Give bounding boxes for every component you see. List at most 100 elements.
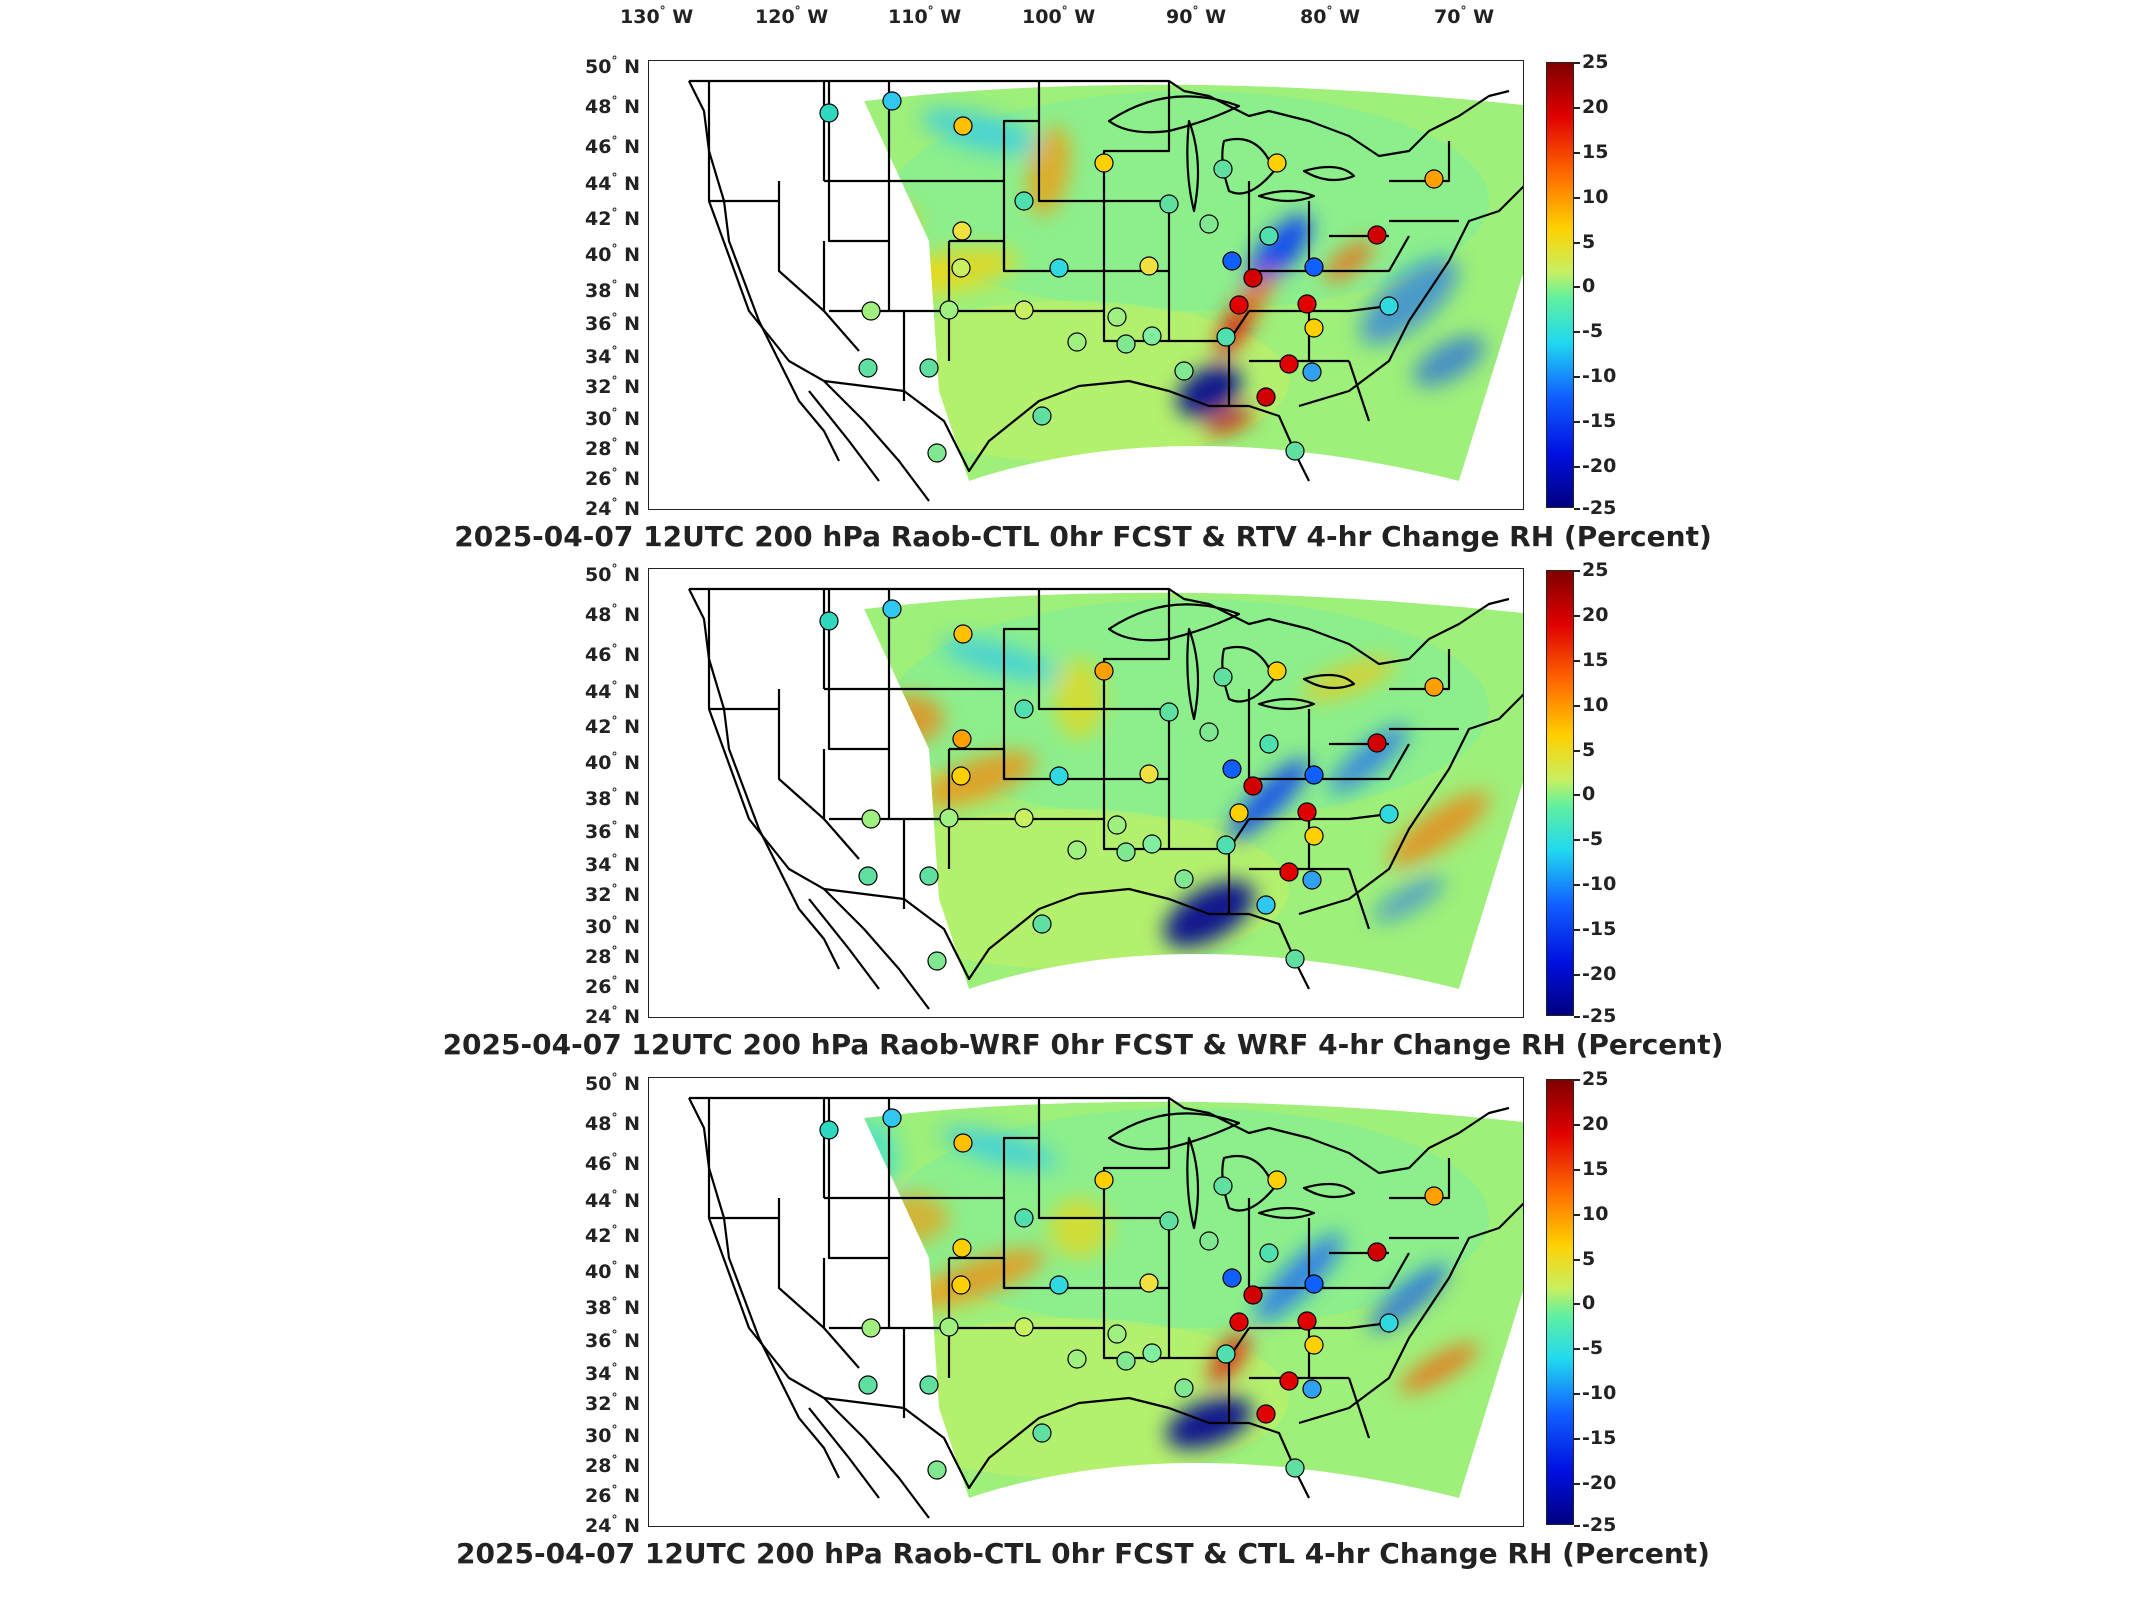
lon-label-90: 90° W bbox=[1166, 4, 1227, 28]
colorbar bbox=[1546, 62, 1574, 508]
colorbar-tickmark bbox=[1574, 884, 1580, 886]
colorbar-tick-label: -20 bbox=[1582, 455, 1617, 477]
colorbar-tickmark bbox=[1574, 1303, 1580, 1305]
colorbar-tickmark bbox=[1574, 705, 1580, 707]
colorbar-tick-label: 15 bbox=[1582, 649, 1609, 671]
colorbar-tick-label: -15 bbox=[1582, 918, 1617, 940]
colorbar-tick-label: 15 bbox=[1582, 1158, 1609, 1180]
lat-label-26: 26° N bbox=[585, 466, 640, 490]
map-panel-1: 50° N 48° N 46° N 44° N 42° N 40° N 38° N 36° N… bbox=[0, 51, 2133, 558]
lat-label-46: 46° N bbox=[585, 1151, 640, 1175]
lat-label-28: 28° N bbox=[585, 944, 640, 968]
lat-label-42: 42° N bbox=[585, 1223, 640, 1247]
colorbar-tickmark bbox=[1574, 794, 1580, 796]
colorbar-tick-label: 10 bbox=[1582, 694, 1609, 716]
lat-label-26: 26° N bbox=[585, 1483, 640, 1507]
lat-label-48: 48° N bbox=[585, 94, 640, 118]
colorbar-tick-label: 10 bbox=[1582, 186, 1609, 208]
lon-label-100: 100° W bbox=[1022, 4, 1096, 28]
lat-label-48: 48° N bbox=[585, 602, 640, 626]
colorbar-tick-label: 5 bbox=[1582, 1248, 1596, 1270]
colorbar-tick-label: -25 bbox=[1582, 1005, 1617, 1027]
lon-label-110: 110° W bbox=[888, 4, 962, 28]
colorbar-tick-label: -10 bbox=[1582, 873, 1617, 895]
colorbar-tickmark bbox=[1574, 1525, 1580, 1527]
colorbar-tick-label: 15 bbox=[1582, 141, 1609, 163]
colorbar-tick-label: 20 bbox=[1582, 96, 1609, 118]
colorbar-tick-label: -5 bbox=[1582, 828, 1604, 850]
lon-label-80: 80° W bbox=[1300, 4, 1361, 28]
lat-label-30: 30° N bbox=[585, 914, 640, 938]
colorbar-tick-label: -15 bbox=[1582, 1427, 1617, 1449]
lat-label-46: 46° N bbox=[585, 642, 640, 666]
colorbar-tickmark bbox=[1574, 107, 1580, 109]
lat-label-30: 30° N bbox=[585, 1423, 640, 1447]
lat-label-28: 28° N bbox=[585, 1453, 640, 1477]
colorbar-tickmark bbox=[1574, 615, 1580, 617]
lat-label-40: 40° N bbox=[585, 750, 640, 774]
lat-label-46: 46° N bbox=[585, 134, 640, 158]
colorbar-tick-label: 5 bbox=[1582, 739, 1596, 761]
colorbar-tickmark bbox=[1574, 1079, 1580, 1081]
colorbar-tick-label: -25 bbox=[1582, 1514, 1617, 1536]
lat-label-32: 32° N bbox=[585, 1391, 640, 1415]
colorbar-tickmark bbox=[1574, 1016, 1580, 1018]
colorbar-tick-label: -15 bbox=[1582, 410, 1617, 432]
lat-label-38: 38° N bbox=[585, 1295, 640, 1319]
colorbar-tickmark bbox=[1574, 1438, 1580, 1440]
colorbar-tickmark bbox=[1574, 660, 1580, 662]
colorbar-tick-label: -5 bbox=[1582, 1337, 1604, 1359]
colorbar-tickmark bbox=[1574, 1169, 1580, 1171]
map-area bbox=[648, 60, 1524, 510]
lat-label-38: 38° N bbox=[585, 278, 640, 302]
colorbar-tickmark bbox=[1574, 286, 1580, 288]
lat-label-36: 36° N bbox=[585, 819, 640, 843]
panel-title: 2025-04-07 12UTC 200 hPa Raob-WRF 0hr FC… bbox=[442, 1028, 1724, 1061]
colorbar-tickmark bbox=[1574, 1483, 1580, 1485]
lat-label-24: 24° N bbox=[585, 496, 640, 520]
lon-label-70: 70° W bbox=[1434, 4, 1495, 28]
lat-label-28: 28° N bbox=[585, 436, 640, 460]
colorbar-tickmark bbox=[1574, 1214, 1580, 1216]
lat-label-50: 50° N bbox=[585, 54, 640, 78]
colorbar-tickmark bbox=[1574, 974, 1580, 976]
colorbar-tickmark bbox=[1574, 570, 1580, 572]
colorbar-tickmark bbox=[1574, 421, 1580, 423]
lat-label-40: 40° N bbox=[585, 242, 640, 266]
colorbar-tickmark bbox=[1574, 750, 1580, 752]
lat-label-50: 50° N bbox=[585, 562, 640, 586]
colorbar-tick-label: 10 bbox=[1582, 1203, 1609, 1225]
colorbar-tickmark bbox=[1574, 929, 1580, 931]
map-area bbox=[648, 568, 1524, 1018]
colorbar bbox=[1546, 1079, 1574, 1525]
lat-label-44: 44° N bbox=[585, 1188, 640, 1212]
lat-label-36: 36° N bbox=[585, 1328, 640, 1352]
colorbar-tick-label: -10 bbox=[1582, 365, 1617, 387]
lat-label-42: 42° N bbox=[585, 206, 640, 230]
lon-label-120: 120° W bbox=[755, 4, 829, 28]
colorbar-tick-label: -20 bbox=[1582, 1472, 1617, 1494]
lat-label-24: 24° N bbox=[585, 1513, 640, 1537]
lat-label-44: 44° N bbox=[585, 679, 640, 703]
lat-label-40: 40° N bbox=[585, 1259, 640, 1283]
lat-label-36: 36° N bbox=[585, 311, 640, 335]
colorbar-tickmark bbox=[1574, 331, 1580, 333]
colorbar-tickmark bbox=[1574, 62, 1580, 64]
lat-label-34: 34° N bbox=[585, 852, 640, 876]
lat-label-30: 30° N bbox=[585, 406, 640, 430]
lat-label-26: 26° N bbox=[585, 974, 640, 998]
colorbar-tick-label: 25 bbox=[1582, 1068, 1609, 1090]
colorbar-tickmark bbox=[1574, 466, 1580, 468]
colorbar-tickmark bbox=[1574, 508, 1580, 510]
lat-label-38: 38° N bbox=[585, 786, 640, 810]
colorbar-tick-label: 20 bbox=[1582, 1113, 1609, 1135]
colorbar-tickmark bbox=[1574, 1393, 1580, 1395]
colorbar bbox=[1546, 570, 1574, 1016]
lat-label-34: 34° N bbox=[585, 344, 640, 368]
colorbar-tick-label: 0 bbox=[1582, 783, 1596, 805]
colorbar-tick-label: 0 bbox=[1582, 1292, 1596, 1314]
lat-label-44: 44° N bbox=[585, 171, 640, 195]
map-area bbox=[648, 1077, 1524, 1527]
lat-label-34: 34° N bbox=[585, 1361, 640, 1385]
colorbar-tick-label: -20 bbox=[1582, 963, 1617, 985]
